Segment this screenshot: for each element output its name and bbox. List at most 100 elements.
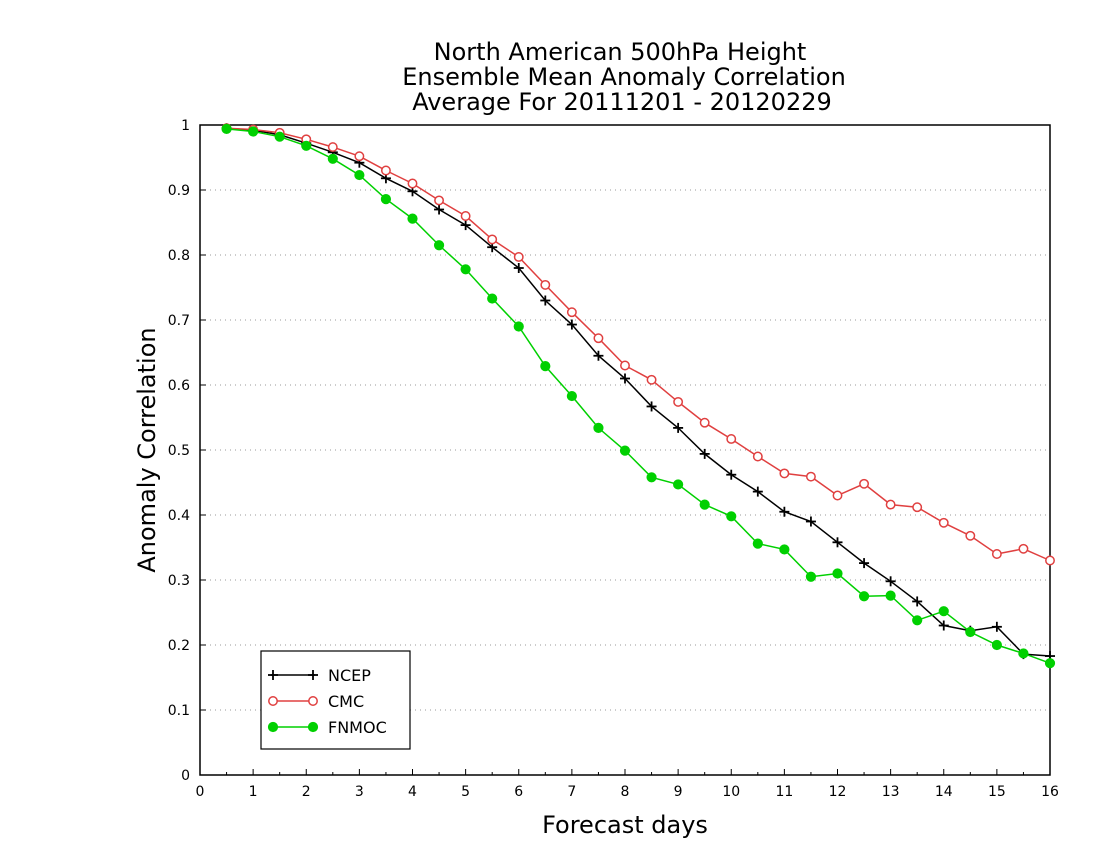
point-fnmoc-23 (832, 568, 843, 579)
point-cmc-12 (540, 279, 551, 290)
point-fnmoc-21 (779, 544, 790, 555)
point-cmc-18 (699, 417, 710, 428)
point-fnmoc-1 (248, 126, 259, 137)
point-fnmoc-22 (805, 571, 817, 582)
point-ncep-9 (460, 220, 471, 231)
point-cmc-10 (487, 234, 498, 245)
point-ncep-18 (699, 448, 710, 459)
point-cmc-21 (779, 468, 790, 479)
point-fnmoc-26 (912, 615, 923, 626)
point-ncep-15 (620, 373, 630, 384)
legend-entry-ncep: NCEP (268, 666, 371, 685)
point-cmc-8 (434, 195, 445, 206)
point-cmc-27 (938, 517, 949, 528)
point-fnmoc-24 (858, 591, 870, 602)
point-ncep-12 (540, 295, 551, 306)
point-fnmoc-25 (885, 590, 896, 601)
y-tick-label-8: 0.8 (168, 248, 190, 264)
point-fnmoc-3 (301, 140, 312, 151)
point-cmc-22 (805, 471, 816, 482)
point-ncep-14 (593, 350, 604, 361)
x-tick-label-16: 16 (1041, 784, 1059, 800)
point-ncep-27 (938, 620, 949, 631)
x-tick-label-6: 6 (514, 784, 523, 800)
legend-marker-right-ncep (308, 670, 318, 680)
x-tick-label-10: 10 (722, 784, 740, 800)
series-ncep (221, 123, 1055, 662)
y-tick-label-0: 0 (181, 768, 190, 784)
chart-title-line-2: Ensemble Mean Anomaly Correlation (402, 63, 846, 91)
point-fnmoc-18 (699, 499, 710, 510)
x-tick-label-3: 3 (355, 784, 364, 800)
point-cmc-15 (620, 360, 630, 371)
point-cmc-9 (460, 211, 471, 221)
point-fnmoc-6 (380, 194, 392, 205)
series-fnmoc (221, 123, 1056, 669)
y-tick-label-6: 0.6 (168, 378, 190, 394)
point-fnmoc-8 (433, 240, 445, 251)
y-tick-label-1: 0.1 (168, 703, 190, 719)
point-cmc-4 (327, 142, 338, 153)
x-tick-label-14: 14 (935, 784, 953, 800)
x-tick-label-8: 8 (621, 784, 630, 800)
point-cmc-31 (1045, 555, 1055, 566)
x-tick-label-13: 13 (882, 784, 900, 800)
point-ncep-22 (805, 516, 816, 527)
point-fnmoc-19 (726, 511, 737, 522)
x-tick-label-2: 2 (302, 784, 311, 800)
point-ncep-16 (646, 401, 657, 412)
legend-marker-right-cmc (308, 696, 318, 706)
x-tick-label-4: 4 (408, 784, 417, 800)
point-fnmoc-12 (540, 361, 551, 372)
point-cmc-19 (726, 434, 737, 444)
point-cmc-17 (673, 396, 684, 407)
point-fnmoc-15 (619, 445, 631, 456)
point-ncep-8 (434, 204, 445, 215)
legend-marker-left-cmc (268, 696, 278, 706)
point-cmc-20 (752, 451, 763, 462)
point-fnmoc-20 (752, 538, 763, 549)
point-cmc-7 (407, 178, 418, 189)
legend-marker-left-fnmoc (267, 721, 279, 733)
point-cmc-11 (513, 252, 524, 262)
y-tick-label-10: 1 (181, 118, 190, 134)
x-axis-label: Forecast days (542, 811, 708, 839)
point-fnmoc-4 (327, 153, 338, 164)
point-fnmoc-17 (673, 479, 684, 490)
y-tick-label-9: 0.9 (168, 183, 190, 199)
point-fnmoc-7 (407, 213, 418, 224)
point-ncep-23 (832, 537, 843, 548)
point-fnmoc-31 (1044, 658, 1056, 669)
legend-entry-fnmoc: FNMOC (267, 718, 387, 737)
series-line-cmc (226, 127, 1051, 562)
chart-title: North American 500hPa Height Ensemble Me… (402, 38, 846, 116)
x-tick-label-1: 1 (249, 784, 258, 800)
point-ncep-26 (912, 596, 923, 607)
point-cmc-24 (859, 478, 870, 489)
x-tick-label-9: 9 (674, 784, 683, 800)
point-ncep-21 (779, 506, 790, 517)
point-fnmoc-2 (274, 131, 285, 142)
legend-label-ncep: NCEP (328, 666, 371, 685)
point-fnmoc-14 (593, 422, 604, 433)
point-ncep-19 (726, 469, 737, 480)
point-fnmoc-5 (354, 169, 365, 181)
series-cmc (221, 123, 1055, 566)
point-cmc-26 (912, 502, 923, 513)
x-tick-label-12: 12 (829, 784, 847, 800)
chart-title-line-3: Average For 20111201 - 20120229 (412, 88, 832, 116)
series-line-ncep (226, 127, 1051, 657)
y-tick-label-5: 0.5 (168, 443, 190, 459)
point-cmc-13 (566, 307, 577, 318)
point-cmc-23 (832, 490, 843, 501)
point-fnmoc-30 (1018, 648, 1029, 659)
x-axis: 0 1 2 3 4 5 6 7 8 9 10 11 12 13 14 15 16 (196, 769, 1059, 800)
legend-marker-left-ncep (268, 670, 278, 680)
point-ncep-25 (885, 576, 896, 587)
point-fnmoc-0 (221, 123, 232, 134)
x-tick-label-7: 7 (567, 784, 576, 800)
point-fnmoc-9 (460, 264, 471, 275)
point-fnmoc-27 (938, 606, 949, 617)
y-tick-label-4: 0.4 (168, 508, 190, 524)
